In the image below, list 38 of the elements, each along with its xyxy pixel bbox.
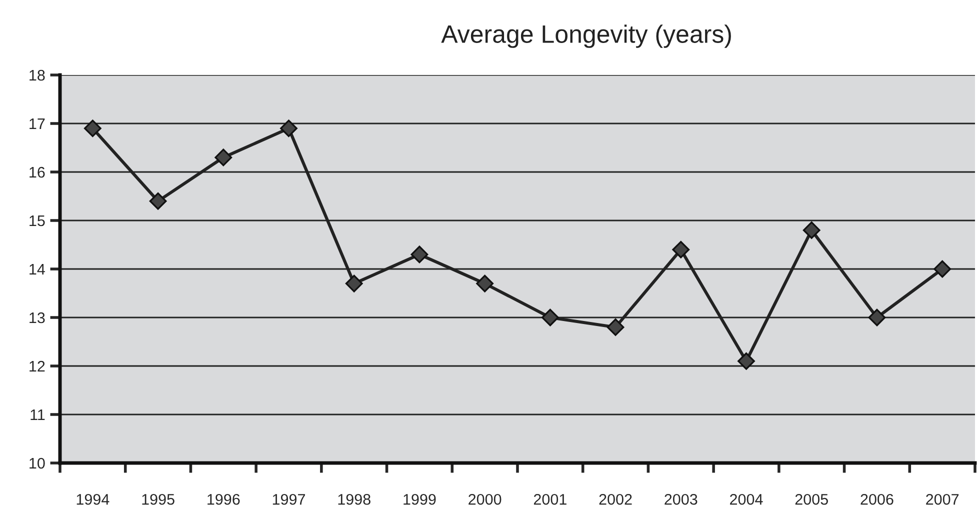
x-tick-label: 1998 [338,494,370,505]
point [672,240,690,258]
chart-title: Average Longevity (years) [441,24,731,48]
point [868,308,886,326]
x-tick-label: 2007 [926,494,959,505]
x-tick-label: 1999 [404,494,436,505]
y-tick-label: 11 [30,410,45,420]
x-tick-label: 2006 [860,494,894,505]
point [541,308,559,326]
point [934,260,952,278]
x-tick-label: 2004 [730,494,763,505]
point [738,352,755,370]
point [84,120,102,138]
y-tick-label: 16 [30,166,45,178]
point [476,274,494,292]
point [345,274,363,292]
y-tick-label: 12 [30,360,45,372]
y-tick-label: 13 [30,312,45,324]
x-tick-label: 2003 [664,494,698,505]
y-tick-label: 14 [30,264,45,275]
x-tick-label: 2001 [534,494,566,505]
x-tick-label: 1995 [142,494,174,505]
y-tick-label: 10 [30,458,45,469]
x-tick-label: 1994 [76,494,110,505]
point [410,246,428,264]
point [606,318,624,336]
y-tick-label: 18 [30,70,45,81]
y-tick-label: 15 [30,216,45,226]
x-tick-label: 1996 [208,494,240,505]
point [280,120,298,138]
point [149,192,167,210]
point [802,222,820,239]
x-tick-label: 2005 [795,494,828,505]
x-tick-label: 2000 [468,494,502,505]
x-tick-label: 2002 [599,494,632,505]
point [214,148,232,166]
y-tick-label: 17 [30,118,45,130]
x-tick-label: 1997 [272,494,305,505]
